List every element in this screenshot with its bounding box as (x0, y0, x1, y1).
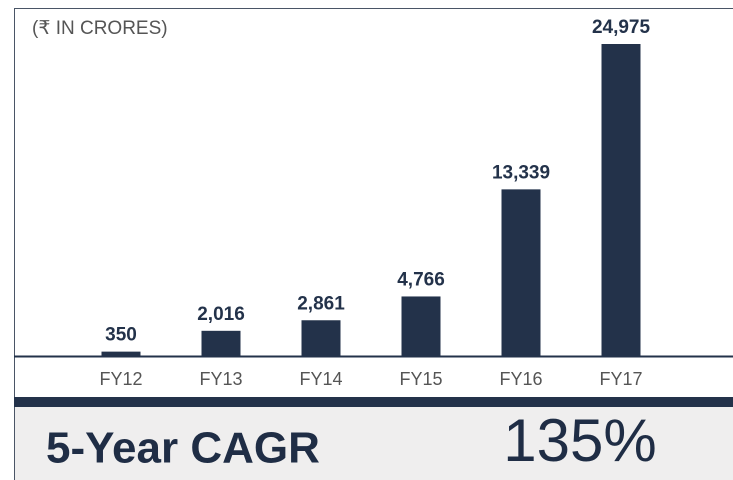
x-tick-label: FY15 (399, 369, 442, 389)
value-label: 24,975 (592, 17, 651, 38)
x-tick-label: FY16 (499, 369, 542, 389)
bar (301, 320, 341, 356)
chart-subtitle: (₹ IN CRORES) (32, 18, 168, 39)
x-tick-label: FY17 (599, 369, 642, 389)
footer-value: 135% (503, 407, 656, 474)
bar (601, 44, 641, 356)
bar (201, 330, 241, 356)
footer-panel (15, 407, 733, 480)
bar (101, 351, 141, 356)
frame (14, 8, 733, 480)
value-label: 4,766 (397, 269, 445, 290)
x-tick-label: FY14 (299, 369, 342, 389)
footer-band (14, 397, 733, 407)
bar (501, 189, 541, 356)
bar (401, 296, 441, 356)
value-label: 2,016 (197, 304, 245, 325)
x-tick-label: FY12 (99, 369, 142, 389)
value-label: 350 (105, 325, 137, 346)
x-tick-label: FY13 (199, 369, 242, 389)
value-label: 13,339 (492, 162, 550, 183)
footer-label: 5-Year CAGR (46, 424, 320, 473)
value-label: 2,861 (297, 293, 345, 314)
